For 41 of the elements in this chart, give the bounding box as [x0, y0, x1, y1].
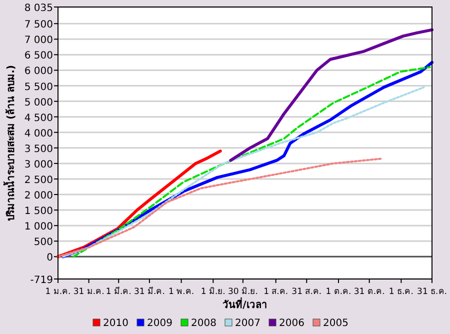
x-tick-label: 1 พ.ค. [168, 287, 194, 297]
y-tick-label: 7 500 [24, 20, 53, 31]
x-tick-label: 31 ต.ค. [354, 287, 385, 297]
y-tick-label: 0 [46, 252, 53, 264]
x-axis-title: วันที่/เวลา [222, 297, 268, 311]
y-axis-title: ปริมาณน้ำระบายสะสม (ล้าน ลบม.) [3, 65, 17, 221]
x-tick-label: 1 ธ.ค. [388, 287, 414, 297]
legend-label: 2008 [191, 318, 216, 329]
x-tick-label: 31 ธ.ค. [417, 287, 447, 297]
y-tick-label: 6 500 [24, 50, 53, 62]
x-tick-label: 30 มิ.ย. [228, 287, 258, 297]
x-tick-label: 1 ส.ค. [264, 287, 288, 297]
y-tick-label: 1 000 [24, 222, 53, 233]
legend-label: 2009 [147, 318, 172, 329]
y-tick-label: 6 000 [24, 66, 53, 78]
x-tick-label: 31 ส.ค. [292, 287, 322, 297]
y-tick-label: 4 000 [24, 128, 53, 140]
y-tick-label: 2 000 [24, 190, 53, 202]
legend-label: 2010 [103, 318, 128, 329]
legend-label: 2006 [279, 318, 304, 329]
legend-label: 2007 [235, 318, 260, 329]
x-tick-label: 31 มี.ค. [134, 286, 165, 297]
x-tick-label: 1 มี.ค. [106, 286, 132, 297]
x-tick-label: 1 ต.ค. [326, 287, 352, 297]
y-tick-label: 5 000 [24, 97, 53, 108]
y-tick-label: 3 000 [24, 159, 53, 170]
y-tick-label: 3 500 [24, 144, 53, 155]
y-tick-label: 1 500 [24, 206, 53, 218]
x-tick-label: 31 ม.ค. [73, 287, 104, 297]
y-tick-label: 500 [34, 237, 53, 248]
y-tick-label: 4 500 [24, 112, 53, 124]
y-tick-label: 5 500 [24, 82, 53, 93]
y-tick-label: -719 [30, 275, 53, 286]
y-tick-label: 7 000 [24, 35, 53, 46]
line-series [57, 158, 382, 258]
y-tick-label: 8 035 [24, 3, 53, 14]
legend-label: 2005 [323, 318, 348, 329]
x-tick-label: 1 มิ.ย. [200, 287, 226, 297]
y-tick-label: 2 500 [24, 174, 53, 186]
line-series [229, 28, 434, 162]
x-tick-label: 1 ม.ค. [45, 287, 71, 297]
